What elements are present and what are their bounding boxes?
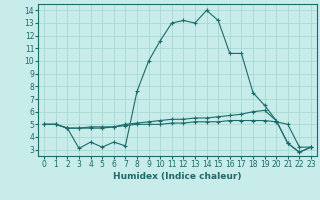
X-axis label: Humidex (Indice chaleur): Humidex (Indice chaleur) [113,172,242,181]
